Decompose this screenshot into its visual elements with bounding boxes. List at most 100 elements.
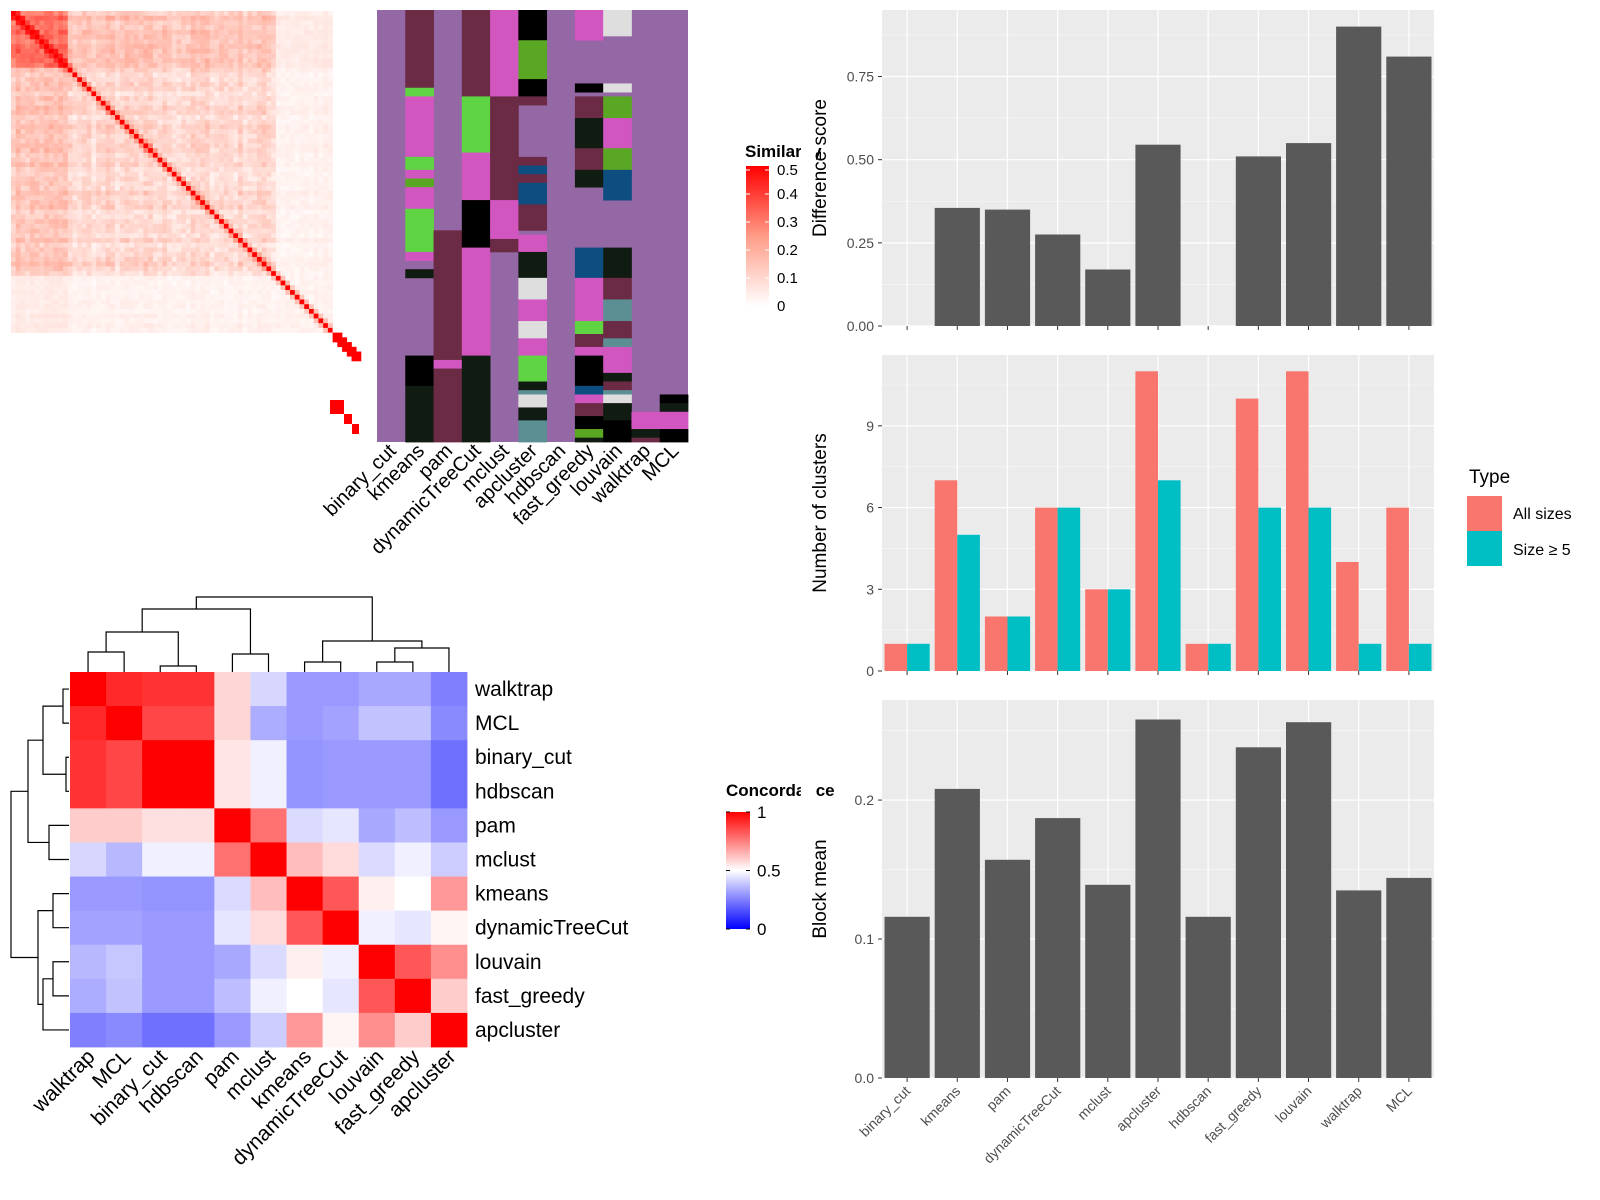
similarity-cell (162, 247, 168, 253)
similarity-cell (181, 171, 187, 177)
similarity-cell (115, 294, 121, 300)
similarity-cell (299, 91, 305, 97)
similarity-cell (44, 261, 50, 267)
similarity-cell (58, 39, 64, 45)
similarity-cell (186, 186, 192, 192)
similarity-cell (20, 86, 26, 92)
similarity-cell (195, 25, 201, 31)
similarity-cell (20, 148, 26, 154)
similarity-cell (294, 129, 300, 135)
similarity-cell (100, 115, 106, 121)
similarity-cell (143, 275, 149, 281)
similarity-cell (77, 242, 83, 248)
similarity-cell (233, 200, 239, 206)
similarity-cell (115, 280, 121, 286)
similarity-cell (181, 124, 187, 130)
similarity-cell (247, 72, 253, 78)
similarity-cell (129, 44, 135, 50)
concordance-cell (178, 808, 215, 843)
concordance-cell (322, 1012, 360, 1048)
similarity-cell (176, 119, 182, 125)
similarity-cell (148, 115, 154, 121)
similarity-cell (100, 214, 106, 220)
similarity-cell (171, 214, 177, 220)
similarity-cell (304, 124, 310, 130)
similarity-cell (299, 271, 305, 277)
similarity-cell (39, 299, 45, 305)
similarity-cell (308, 124, 314, 130)
similarity-cell (223, 176, 229, 182)
similarity-cell (115, 77, 121, 83)
similarity-cell (195, 256, 201, 262)
similarity-cell (119, 252, 125, 258)
similarity-cell (105, 204, 111, 210)
similarity-cell (11, 29, 17, 35)
similarity-cell (67, 214, 73, 220)
similarity-cell (81, 143, 87, 149)
similarity-cell (209, 138, 215, 144)
similarity-cell (143, 308, 149, 314)
similarity-cell (100, 110, 106, 116)
similarity-cell (242, 190, 248, 196)
similarity-cell (261, 190, 267, 196)
similarity-cell (323, 233, 329, 239)
similarity-cell (219, 181, 225, 187)
similarity-cell (214, 119, 220, 125)
similarity-cell (133, 171, 139, 177)
similarity-cell (209, 91, 215, 97)
similarity-cell (77, 63, 83, 69)
similarity-cell (67, 195, 73, 201)
similarity-cell (115, 204, 121, 210)
similarity-cell (176, 63, 182, 69)
similarity-cell (91, 44, 97, 50)
similarity-cell (115, 63, 121, 69)
concordance-cell (142, 740, 179, 775)
similarity-cell (190, 96, 196, 102)
concordance-cell (106, 910, 143, 946)
similarity-cell (152, 186, 158, 192)
class-cell (574, 83, 604, 93)
similarity-cell (44, 204, 50, 210)
similarity-cell (186, 157, 192, 163)
similarity-cell (96, 266, 102, 272)
similarity-cell (266, 275, 272, 281)
similarity-cell (318, 157, 324, 163)
similarity-cell (256, 200, 262, 206)
similarity-cell (299, 242, 305, 248)
similarity-cell (186, 63, 192, 69)
similarity-cell (162, 214, 168, 220)
similarity-cell (242, 20, 248, 26)
similarity-cell (143, 204, 149, 210)
similarity-cell (34, 67, 40, 73)
similarity-cell (209, 266, 215, 272)
similarity-cell (233, 171, 239, 177)
similarity-cell (44, 214, 50, 220)
similarity-cell (242, 138, 248, 144)
similarity-cell (138, 209, 144, 215)
similarity-cell (100, 247, 106, 253)
similarity-cell (223, 29, 229, 35)
similarity-cell (124, 195, 130, 201)
similarity-cell (171, 171, 177, 177)
similarity-cell (304, 313, 310, 319)
similarity-cell (91, 285, 97, 291)
similarity-cell (219, 209, 225, 215)
class-cell (574, 437, 604, 443)
similarity-cell (308, 252, 314, 258)
similarity-cell (308, 190, 314, 196)
similarity-cell (247, 58, 253, 64)
similarity-cell (58, 285, 64, 291)
similarity-cell (176, 242, 182, 248)
similarity-cell (327, 148, 333, 154)
similarity-cell (81, 233, 87, 239)
similarity-cell (266, 181, 272, 187)
similarity-cell (275, 266, 281, 272)
similarity-cell (275, 119, 281, 125)
similarity-cell (219, 318, 225, 324)
similarity-cell (318, 48, 324, 54)
similarity-cell (299, 280, 305, 286)
similarity-cell (157, 48, 163, 54)
similarity-cell (313, 119, 319, 125)
similarity-cell (252, 190, 258, 196)
similarity-cell (105, 238, 111, 244)
